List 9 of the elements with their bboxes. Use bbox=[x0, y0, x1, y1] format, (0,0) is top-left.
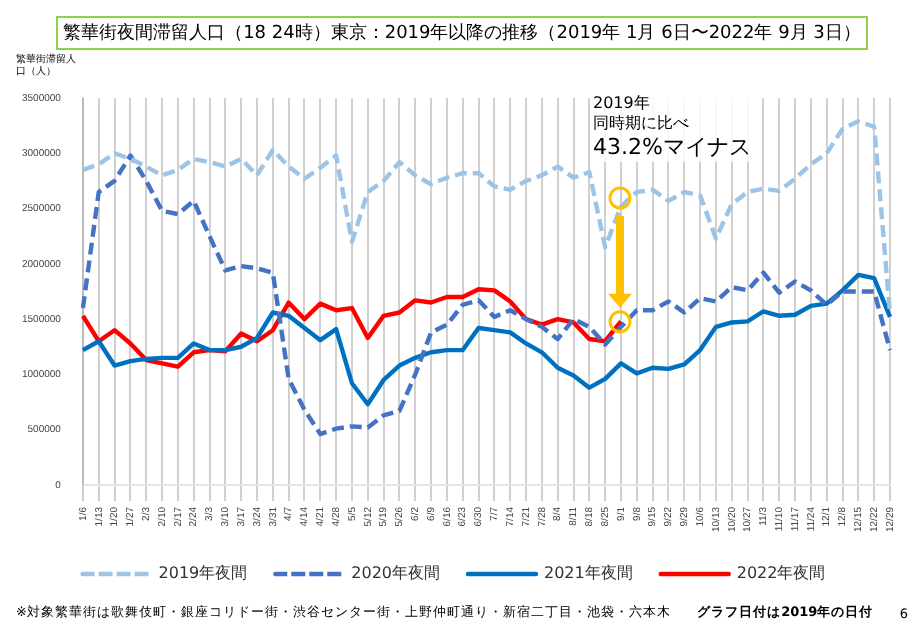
legend-label: 2019年夜間 bbox=[158, 564, 248, 583]
chart-title: 繁華街夜間滞留人口（18 24時）東京：2019年以降の推移（2019年 1月 6日〜2022年 9月 3日） bbox=[56, 16, 868, 50]
annotation: 同時期に比べ bbox=[592, 113, 691, 134]
annotation: 2019年 bbox=[592, 93, 652, 114]
line-series bbox=[80, 153, 893, 437]
legend-label: 2021年夜間 bbox=[544, 564, 633, 583]
legend-label: 2022年夜間 bbox=[736, 564, 826, 583]
annotation: 43.2%マイナス bbox=[592, 133, 751, 162]
legend-label: 2020年夜間 bbox=[351, 564, 440, 583]
